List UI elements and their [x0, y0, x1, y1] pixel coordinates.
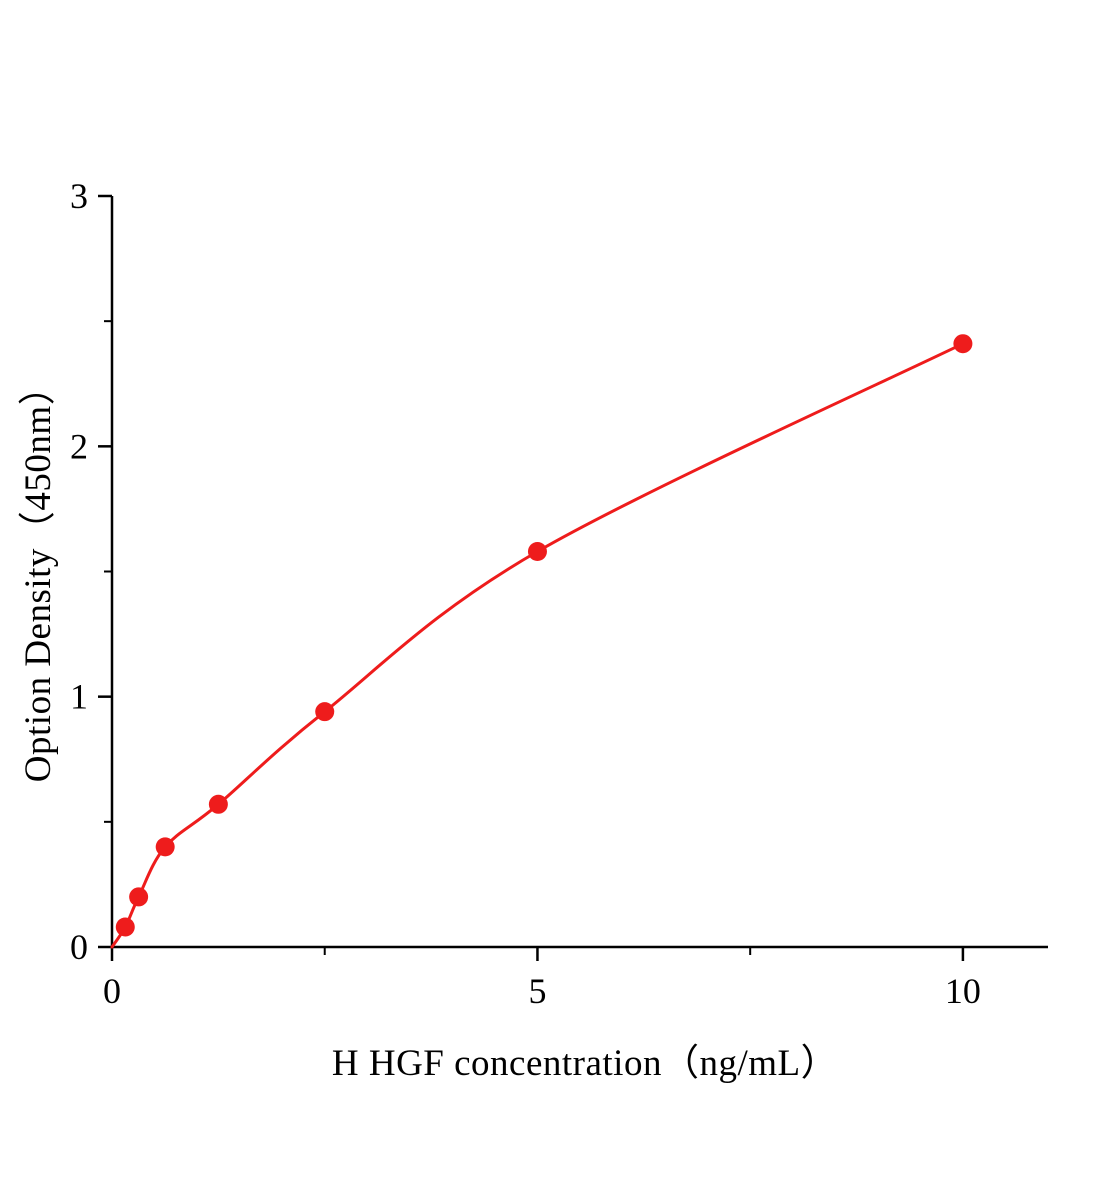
data-point — [953, 334, 973, 354]
x-tick-label: 5 — [528, 971, 546, 1011]
data-point — [315, 702, 335, 722]
x-tick-label: 0 — [103, 971, 121, 1011]
data-point — [155, 837, 175, 857]
data-point — [208, 794, 228, 814]
y-tick-label: 2 — [70, 426, 88, 466]
data-point — [129, 887, 149, 907]
data-point — [527, 541, 547, 561]
y-tick-label: 1 — [70, 677, 88, 717]
x-axis-title: H HGF concentration（ng/mL） — [331, 1043, 839, 1084]
data-point — [115, 917, 135, 937]
fit-curve — [110, 342, 965, 949]
y-tick-label: 3 — [70, 176, 88, 216]
y-tick-label: 0 — [70, 927, 88, 967]
y-axis-title: Option Density（450nm） — [18, 367, 59, 783]
x-tick-label: 10 — [945, 971, 981, 1011]
